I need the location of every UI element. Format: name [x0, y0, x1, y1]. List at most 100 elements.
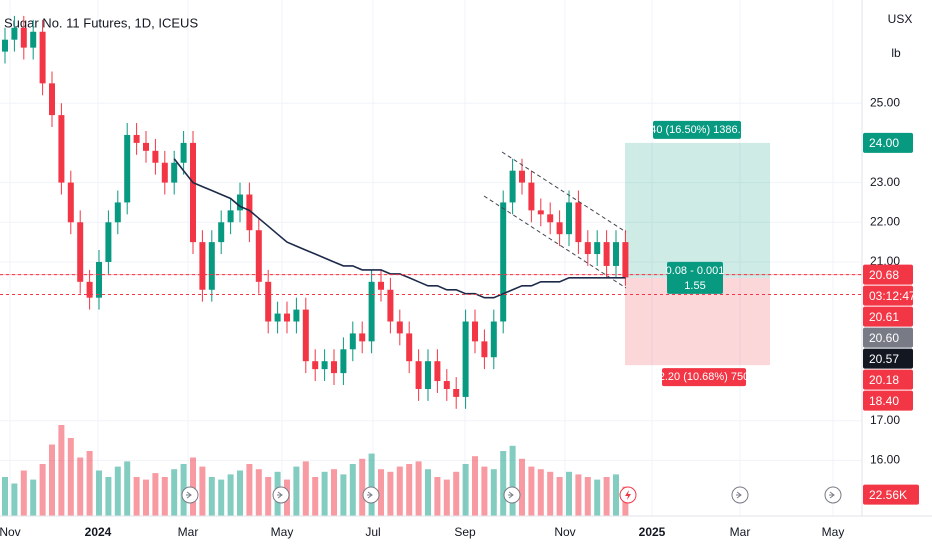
- volume-bar: [237, 470, 243, 516]
- price-badge: [863, 264, 913, 285]
- candle-body: [321, 361, 328, 370]
- candle-body: [246, 194, 253, 231]
- candle-body: [462, 321, 469, 397]
- candle-body: [500, 202, 507, 322]
- volume-bar: [312, 477, 319, 516]
- candle-body: [49, 83, 55, 116]
- x-tick-label: Jul: [365, 525, 380, 539]
- entry-label: 0.08 - 0.001: [666, 265, 725, 277]
- candle-body: [293, 309, 300, 322]
- volume-bar: [190, 457, 196, 516]
- x-tick-label: 2024: [85, 525, 112, 539]
- candle-body: [481, 341, 488, 358]
- x-tick-label: May: [271, 525, 294, 539]
- channel-line: [483, 195, 627, 289]
- volume-bar: [613, 474, 619, 516]
- y-tick-label: 22.00: [870, 214, 900, 228]
- candle-body: [218, 222, 225, 243]
- candle-body: [434, 361, 441, 382]
- replay-icon: [503, 486, 521, 504]
- candle-body: [359, 333, 366, 342]
- replay-icon: [731, 486, 749, 504]
- volume-bar: [86, 451, 93, 516]
- volume-bar: [481, 466, 488, 516]
- position-labels: 3.40 (16.50%) 1386.36 0.08 - 0.001 1.55 2.2…: [641, 120, 753, 387]
- volume-bar: [368, 453, 375, 516]
- volume-bar: [143, 479, 149, 516]
- volume-bar: [218, 479, 225, 516]
- price-badge-label: 20.18: [869, 373, 899, 387]
- replay-icon: [272, 486, 290, 504]
- x-tick-label: Nov: [0, 525, 21, 539]
- time-axis: Nov 2024 Mar May Jul Sep Nov 2025 Mar May: [0, 525, 844, 539]
- channel-line: [501, 151, 627, 233]
- volume-bar: [434, 477, 441, 516]
- candle-body: [39, 31, 46, 84]
- x-tick-label: Mar: [178, 525, 199, 539]
- candle-body: [387, 289, 394, 322]
- candle-body: [208, 242, 215, 290]
- volume: [2, 425, 629, 516]
- candle-body: [340, 349, 347, 374]
- price-badge: [863, 369, 913, 390]
- volume-bar: [566, 471, 572, 516]
- volume-bar: [255, 469, 262, 516]
- candle-body: [133, 134, 140, 143]
- volume-bar: [490, 469, 497, 516]
- candle-body: [114, 202, 121, 223]
- volume-bar: [96, 470, 102, 516]
- candle-body: [265, 281, 272, 322]
- candle-body: [349, 333, 356, 350]
- candle-body: [547, 214, 554, 223]
- volume-bar: [67, 438, 74, 516]
- volume-bar: [11, 483, 18, 516]
- target-zone: [625, 142, 770, 278]
- volume-bar: [39, 464, 46, 516]
- price-badge-label: 20.60: [869, 331, 899, 345]
- candle-body: [584, 242, 591, 255]
- volume-badge: [863, 484, 919, 505]
- volume-bar: [124, 461, 131, 516]
- candle-body: [171, 162, 178, 183]
- volume-bar: [387, 471, 394, 516]
- candle-body: [472, 321, 478, 342]
- candle-body: [566, 202, 572, 235]
- candle-body: [622, 242, 629, 278]
- price-badge: [863, 306, 913, 327]
- volume-badge-label: 22.56K: [869, 488, 907, 502]
- candle-body: [190, 142, 196, 243]
- price-badge-label: 20.57: [869, 352, 899, 366]
- candle-body: [237, 194, 243, 211]
- candle-body: [528, 182, 535, 211]
- volume-bar: [30, 479, 37, 516]
- candle-body: [96, 261, 102, 298]
- volume-bar: [302, 461, 309, 516]
- candle-body: [124, 134, 131, 203]
- volume-bar: [77, 457, 84, 516]
- candle-body: [575, 202, 582, 243]
- volume-bar: [406, 464, 413, 516]
- candle-body: [284, 313, 290, 322]
- candle-body: [312, 361, 319, 370]
- candle-body: [161, 162, 168, 183]
- event-icon: [619, 486, 637, 504]
- replay-icon: [181, 486, 199, 504]
- volume-bar: [453, 471, 460, 516]
- price-badge: [863, 390, 913, 411]
- volume-bar: [161, 477, 168, 516]
- candle-body: [11, 27, 18, 40]
- y-tick-label: 25.00: [870, 95, 900, 109]
- volume-bar: [575, 474, 582, 516]
- candle-body: [406, 333, 413, 362]
- candle-body: [613, 242, 619, 266]
- volume-bar: [584, 477, 591, 516]
- price-badge-label: 24.00: [869, 136, 899, 150]
- volume-bar: [378, 469, 384, 516]
- volume-bar: [340, 474, 347, 516]
- candle-body: [603, 242, 610, 266]
- candle-body: [453, 388, 460, 397]
- y-tick-label: 16.00: [870, 453, 900, 467]
- volume-bar: [171, 469, 178, 516]
- volume-bar: [425, 469, 431, 516]
